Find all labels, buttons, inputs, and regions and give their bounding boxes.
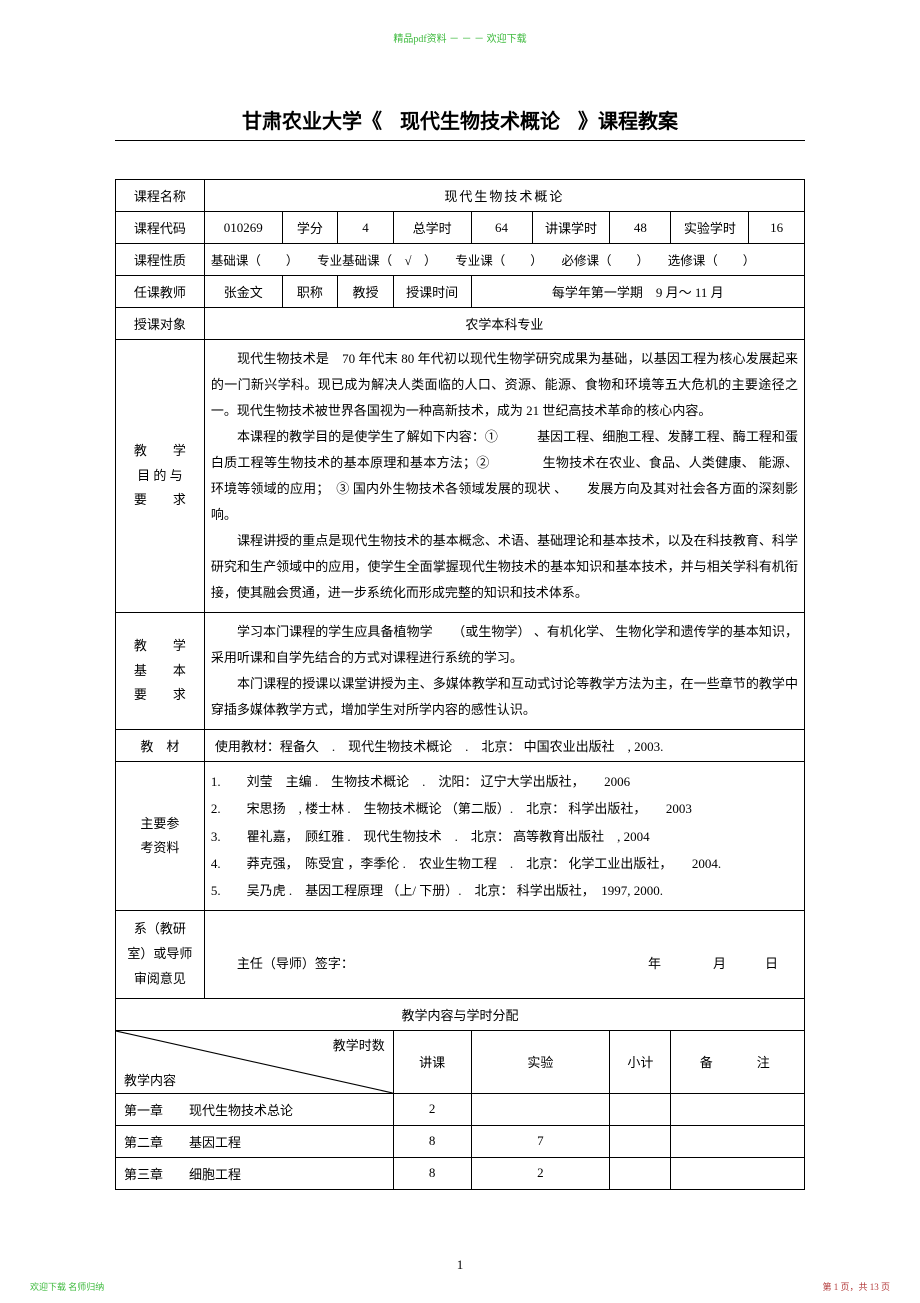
label-dept-review: 系（教研室）或导师审阅意见 [116,911,205,998]
value-lecture-hours: 48 [610,212,671,244]
table-row: 教 材 使用教材：程备久 . 现代生物技术概论 . 北京： 中国农业出版社 , … [116,730,805,762]
ref-item: 1. 刘莹 主编 . 生物技术概论 . 沈阳： 辽宁大学出版社， 2006 [211,768,798,795]
diagonal-header-cell: 教学时数 教学内容 [116,1030,394,1093]
chapter-subtotal [610,1157,671,1189]
label-course-name: 课程名称 [116,180,205,212]
chapter-remark [671,1093,805,1125]
chapter-remark [671,1157,805,1189]
course-info-table: 课程名称 现代生物技术概论 课程代码 010269 学分 4 总学时 64 讲课… [115,179,805,1190]
label-line: 要 求 [122,488,198,513]
table-row: 课程性质 基础课（ ） 专业基础课（ √ ） 专业课（ ） 必修课（ ） 选修课… [116,244,805,276]
label-lab-hours: 实验学时 [671,212,749,244]
table-row: 教学内容与学时分配 [116,998,805,1030]
value-lab-hours: 16 [749,212,805,244]
value-audience: 农学本科专业 [204,308,804,340]
table-row: 教 学 基 本 要 求 学习本门课程的学生应具备植物学 （或生物学） 、有机化学… [116,613,805,730]
table-row: 第一章 现代生物技术总论2 [116,1093,805,1125]
label-line: 教 学 [122,439,198,464]
title-course: 现代生物技术概论 [400,111,560,133]
course-name-value: 现代生物技术概论 [204,180,804,212]
title-underline [115,140,805,141]
basics-text: 学习本门课程的学生应具备植物学 （或生物学） 、有机化学、 生物化学和遗传学的基… [204,613,804,730]
table-row: 第三章 细胞工程82 [116,1157,805,1189]
col-subtotal: 小计 [610,1030,671,1093]
title-prefix: 甘肃农业大学《 [242,111,382,133]
ref-item: 3. 瞿礼嘉， 顾红雅 . 现代生物技术 . 北京： 高等教育出版社 , 200… [211,823,798,850]
footer-right: 第 1 页，共 13 页 [822,1280,890,1293]
label-line: 目 的 与 [122,464,198,489]
value-nature: 基础课（ ） 专业基础课（ √ ） 专业课（ ） 必修课（ ） 选修课（ ） [204,244,804,276]
value-total-hours: 64 [471,212,532,244]
label-lecture-hours: 讲课学时 [532,212,610,244]
value-credits: 4 [338,212,394,244]
label-code: 课程代码 [116,212,205,244]
refs-list: 1. 刘莹 主编 . 生物技术概论 . 沈阳： 辽宁大学出版社， 20062. … [204,762,804,911]
table-row: 授课对象 农学本科专业 [116,308,805,340]
table-row: 教学时数 教学内容 讲课 实验 小计 备 注 [116,1030,805,1093]
sign-date: 年 月 日 [648,951,798,977]
col-header-hours: 教学时数 [333,1035,385,1054]
col-lecture: 讲课 [393,1030,471,1093]
label-basics: 教 学 基 本 要 求 [116,613,205,730]
table-row: 课程名称 现代生物技术概论 [116,180,805,212]
pdf-header: 精品pdf资料 － － － 欢迎下载 [115,30,805,45]
chapter-name: 第二章 基因工程 [116,1125,394,1157]
table-row: 系（教研室）或导师审阅意见 主任（导师）签字： 年 月 日 [116,911,805,998]
ref-item: 5. 吴乃虎 . 基因工程原理 （上/ 下册）. 北京： 科学出版社， 1997… [211,877,798,904]
ref-item: 2. 宋思扬 , 楼士林 . 生物技术概论 （第二版）. 北京： 科学出版社， … [211,795,798,822]
label-line: 基 本 [122,659,198,684]
value-teacher: 张金文 [204,276,282,308]
label-teacher: 任课教师 [116,276,205,308]
col-header-content: 教学内容 [124,1070,176,1089]
table-row: 教 学 目 的 与 要 求 现代生物技术是 70 年代末 80 年代初以现代生物… [116,340,805,613]
table-row: 主要参考资料 1. 刘莹 主编 . 生物技术概论 . 沈阳： 辽宁大学出版社， … [116,762,805,911]
chapter-lab: 7 [471,1125,610,1157]
table-row: 任课教师 张金文 职称 教授 授课时间 每学年第一学期 9 月～ 11 月 [116,276,805,308]
chapter-lecture: 8 [393,1157,471,1189]
table-row: 课程代码 010269 学分 4 总学时 64 讲课学时 48 实验学时 16 [116,212,805,244]
sign-label: 主任（导师）签字： [237,956,354,971]
objectives-text: 现代生物技术是 70 年代末 80 年代初以现代生物学研究成果为基础，以基因工程… [204,340,804,613]
chapter-subtotal [610,1125,671,1157]
label-nature: 课程性质 [116,244,205,276]
section-header-content-alloc: 教学内容与学时分配 [116,998,805,1030]
value-rank: 教授 [338,276,394,308]
chapter-lab: 2 [471,1157,610,1189]
title-suffix: 》课程教案 [578,111,678,133]
value-code: 010269 [204,212,282,244]
chapter-remark [671,1125,805,1157]
textbook-text: 使用教材：程备久 . 现代生物技术概论 . 北京： 中国农业出版社 , 2003… [204,730,804,762]
label-textbook: 教 材 [116,730,205,762]
table-row: 第二章 基因工程87 [116,1125,805,1157]
label-rank: 职称 [282,276,338,308]
chapter-name: 第三章 细胞工程 [116,1157,394,1189]
chapter-lab [471,1093,610,1125]
label-objectives: 教 学 目 的 与 要 求 [116,340,205,613]
page-number: 1 [0,1257,920,1273]
chapter-subtotal [610,1093,671,1125]
label-line: 教 学 [122,634,198,659]
chapter-lecture: 8 [393,1125,471,1157]
label-refs: 主要参考资料 [116,762,205,911]
chapter-name: 第一章 现代生物技术总论 [116,1093,394,1125]
label-line: 要 求 [122,683,198,708]
col-lab: 实验 [471,1030,610,1093]
label-total-hours: 总学时 [393,212,471,244]
label-audience: 授课对象 [116,308,205,340]
chapter-lecture: 2 [393,1093,471,1125]
col-remark: 备 注 [671,1030,805,1093]
document-title: 甘肃农业大学《现代生物技术概论》课程教案 [115,105,805,138]
label-credits: 学分 [282,212,338,244]
value-teach-time: 每学年第一学期 9 月～ 11 月 [471,276,805,308]
footer-left: 欢迎下载 名师归纳 [30,1280,104,1293]
signature-cell: 主任（导师）签字： 年 月 日 [204,911,804,998]
ref-item: 4. 莽克强， 陈受宜 ，李季伦 . 农业生物工程 . 北京： 化学工业出版社，… [211,850,798,877]
label-teach-time: 授课时间 [393,276,471,308]
